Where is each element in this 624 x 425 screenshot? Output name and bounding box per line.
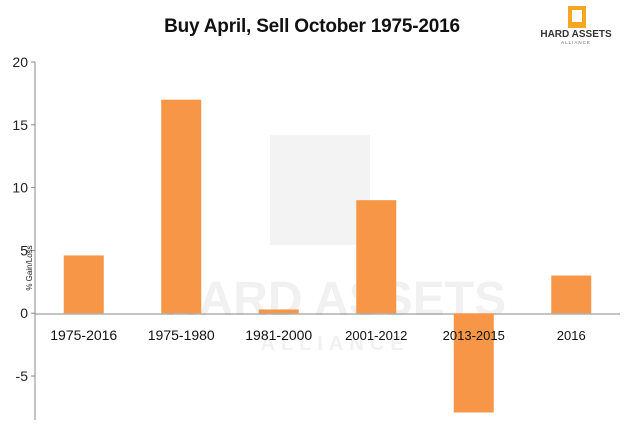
x-tick-label: 1975-1980 — [148, 327, 215, 343]
y-tick-label: 10 — [12, 180, 28, 196]
y-ticks: 20 15 10 5 0 -5 — [12, 54, 35, 384]
watermark: HARD ASSETS ALLIANCE — [164, 135, 506, 355]
chart-title: Buy April, Sell October 1975-2016 — [164, 16, 460, 37]
bar-1975-1980 — [161, 99, 202, 314]
watermark-logo-shape — [270, 135, 370, 245]
bar-1975-2016 — [63, 255, 104, 314]
logo-mark-inner — [572, 10, 582, 22]
bars — [63, 99, 592, 413]
hard-assets-logo: HARD ASSETS ALLIANCE — [540, 6, 612, 45]
watermark-subtext: ALLIANCE — [260, 333, 409, 355]
watermark-text: HARD ASSETS — [164, 273, 506, 326]
logo-subtext: ALLIANCE — [561, 40, 591, 45]
x-tick-label: 1981-2000 — [245, 327, 312, 343]
y-tick-label: 15 — [12, 117, 28, 133]
x-tick-label: 2016 — [557, 328, 586, 343]
x-tick-label: 1975-2016 — [50, 327, 117, 343]
x-tick-label: 2013-2015 — [443, 328, 505, 343]
y-tick-label: 0 — [20, 305, 28, 321]
y-tick-label: 5 — [20, 242, 28, 258]
bar-2001-2012 — [356, 200, 397, 314]
y-axis-label: % Gain/Loss — [25, 245, 34, 290]
y-tick-label: 20 — [12, 54, 28, 70]
x-tick-label: 2001-2012 — [345, 328, 407, 343]
bar-2013-2015 — [453, 313, 494, 413]
bar-1981-2000 — [258, 309, 299, 314]
logo-text: HARD ASSETS — [540, 29, 612, 40]
y-tick-label: -5 — [16, 368, 29, 384]
x-tick-labels: 1975-2016 1975-1980 1981-2000 2001-2012 2013… — [50, 327, 585, 343]
bar-2016 — [551, 275, 592, 314]
